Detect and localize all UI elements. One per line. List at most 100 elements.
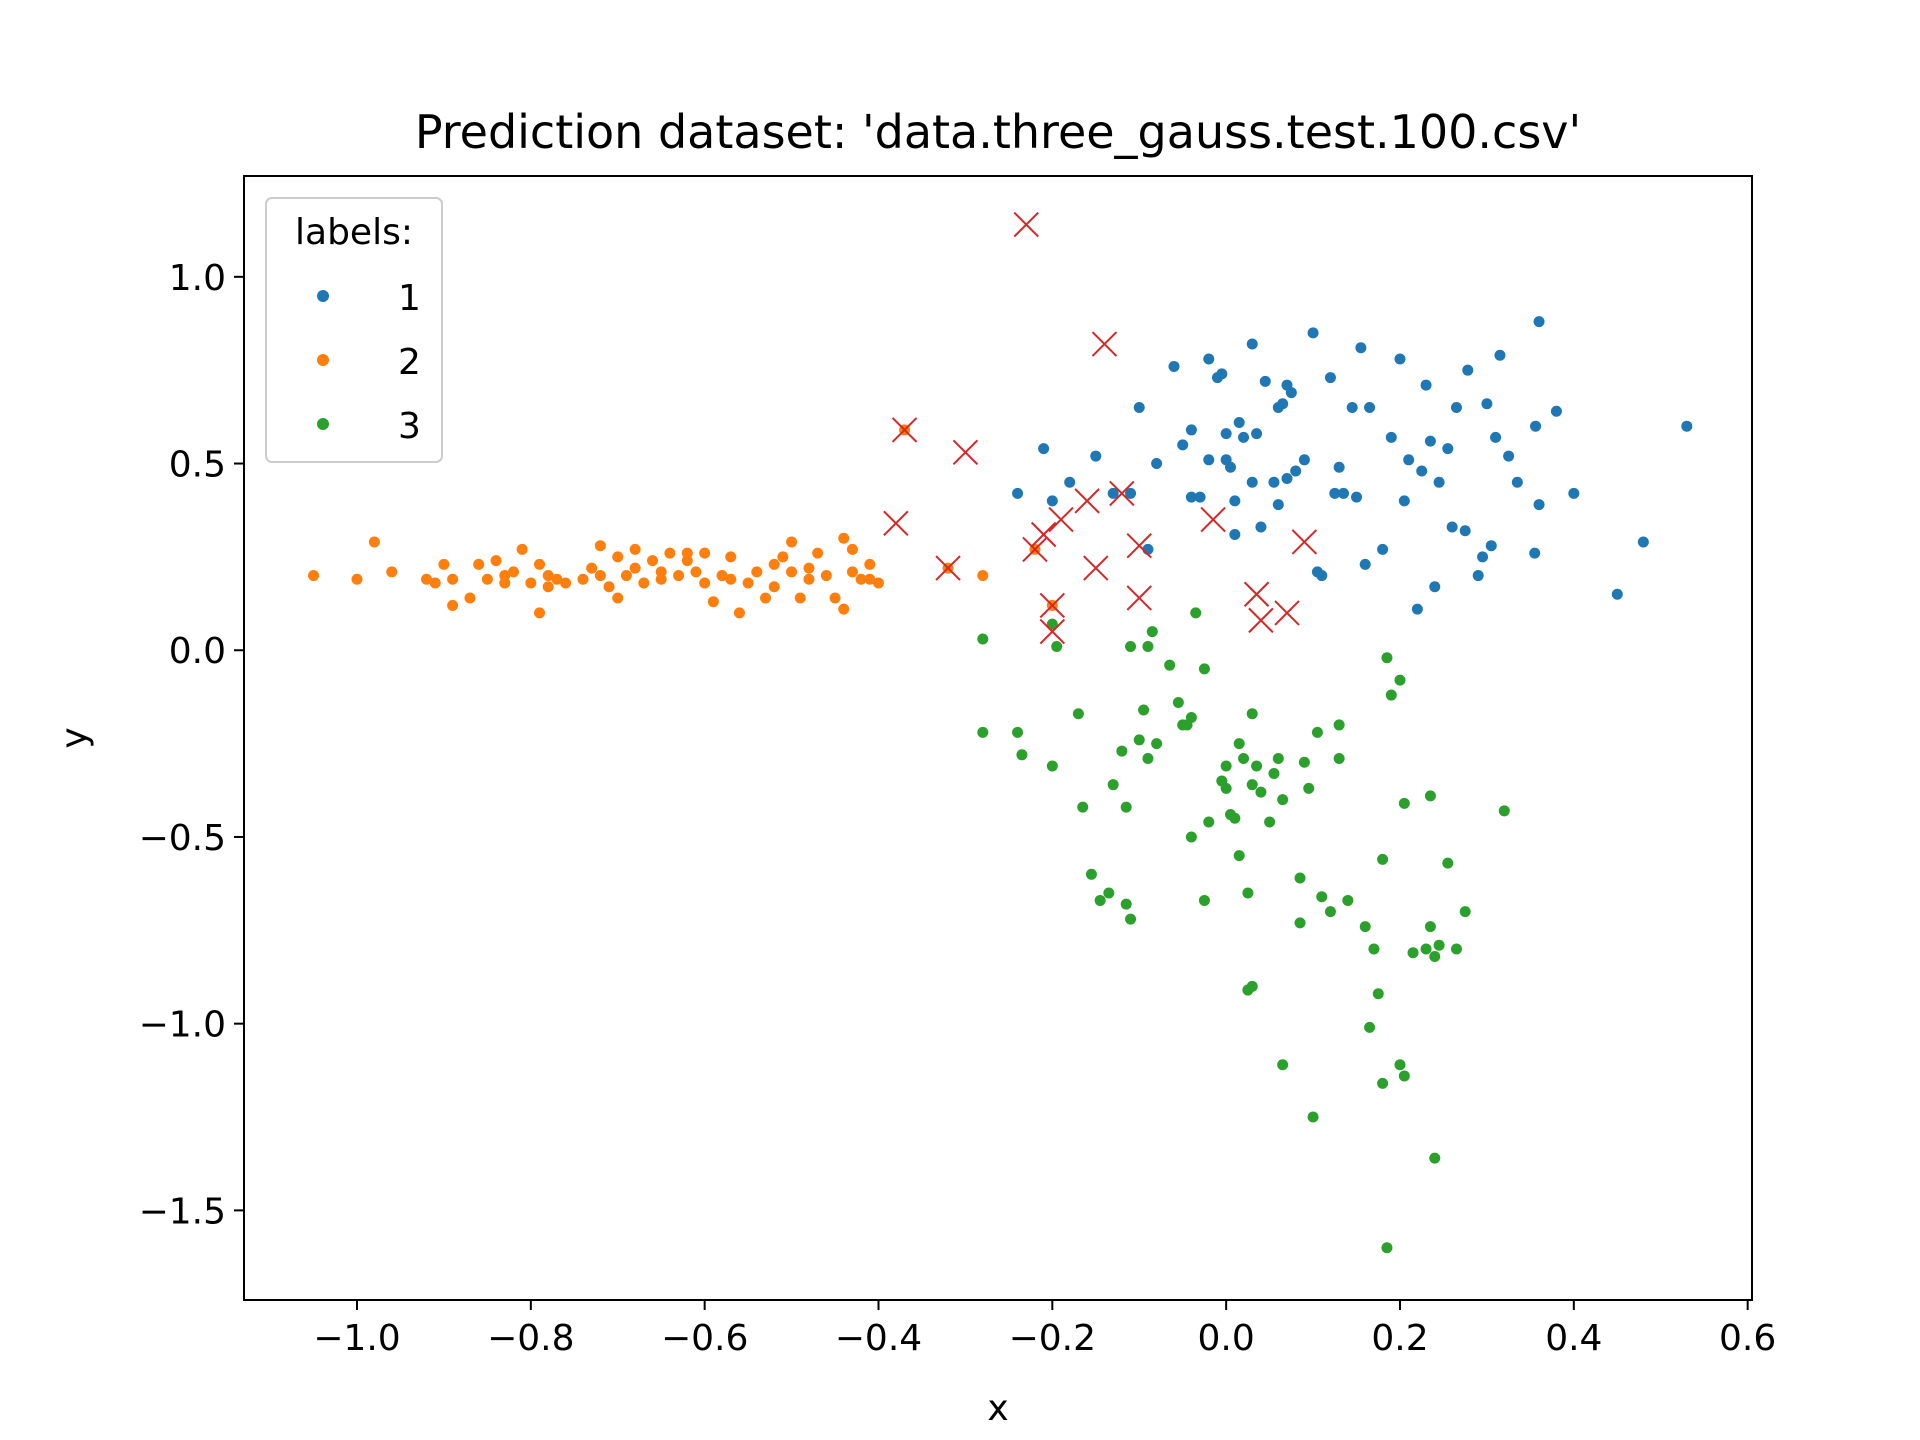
point-series-1-77 bbox=[1530, 420, 1542, 432]
point-series-1-70 bbox=[1481, 398, 1493, 410]
point-series-2-66 bbox=[977, 570, 989, 582]
chart-title: Prediction dataset: 'data.three_gauss.te… bbox=[415, 105, 1581, 159]
point-series-3-18 bbox=[1133, 734, 1145, 746]
y-tick-label-2: 0.0 bbox=[169, 631, 226, 672]
point-series-3-41 bbox=[1238, 753, 1250, 765]
point-series-2-73 bbox=[803, 562, 815, 574]
point-series-2-9 bbox=[464, 592, 476, 604]
point-series-2-28 bbox=[603, 581, 615, 593]
point-series-2-5 bbox=[429, 577, 441, 589]
misclassified-marker-11 bbox=[1083, 555, 1109, 581]
x-tick-label-1: −0.8 bbox=[487, 1318, 574, 1359]
point-series-3-4 bbox=[1046, 760, 1058, 772]
legend-label-3: 3 bbox=[398, 406, 421, 447]
point-series-2-17 bbox=[525, 577, 537, 589]
legend-title: labels: bbox=[295, 212, 413, 253]
point-series-1-18 bbox=[1216, 368, 1228, 380]
point-series-3-5 bbox=[1046, 618, 1058, 630]
point-series-3-69 bbox=[1377, 853, 1389, 865]
point-series-2-42 bbox=[699, 547, 711, 559]
point-series-3-59 bbox=[1311, 726, 1323, 738]
point-series-3-66 bbox=[1364, 1021, 1376, 1033]
point-series-2-38 bbox=[673, 570, 685, 582]
misclassified-marker-17 bbox=[1243, 581, 1270, 607]
point-series-3-24 bbox=[1164, 659, 1176, 671]
x-axis-label: x bbox=[987, 1388, 1008, 1429]
legend-marker-3 bbox=[317, 418, 329, 430]
point-series-3-3 bbox=[1016, 749, 1028, 761]
point-series-1-60 bbox=[1424, 435, 1436, 447]
point-series-3-16 bbox=[1125, 913, 1137, 925]
point-series-3-73 bbox=[1394, 1059, 1406, 1071]
point-series-2-2 bbox=[368, 536, 380, 548]
point-series-3-80 bbox=[1424, 790, 1436, 802]
misclassified-marker-6 bbox=[1022, 536, 1048, 563]
misclassified-marker-20 bbox=[1291, 529, 1318, 555]
point-series-3-83 bbox=[1433, 939, 1445, 951]
point-series-1-28 bbox=[1251, 428, 1263, 440]
point-series-1-43 bbox=[1324, 372, 1336, 384]
point-series-2-37 bbox=[664, 547, 676, 559]
point-series-1-69 bbox=[1477, 551, 1489, 563]
point-series-1-23 bbox=[1229, 495, 1241, 507]
point-series-1-39 bbox=[1298, 454, 1310, 466]
point-series-1-58 bbox=[1416, 465, 1428, 477]
point-series-1-42 bbox=[1316, 570, 1328, 582]
point-series-3-81 bbox=[1429, 950, 1441, 962]
point-series-1-9 bbox=[1151, 458, 1163, 470]
point-series-3-68 bbox=[1372, 988, 1384, 1000]
point-series-2-41 bbox=[699, 577, 711, 589]
point-series-3-86 bbox=[1459, 906, 1471, 918]
point-series-2-3 bbox=[386, 566, 398, 578]
y-axis-ticks: 1.0 0.5 0.0 −0.5 −1.0 −1.5 bbox=[139, 258, 244, 1232]
misclassified-marker-14 bbox=[1039, 592, 1066, 619]
point-series-1-67 bbox=[1462, 364, 1474, 376]
point-series-1-65 bbox=[1450, 402, 1462, 414]
legend-entries: 1 2 3 bbox=[317, 278, 421, 447]
point-series-3-56 bbox=[1298, 756, 1310, 768]
legend-box bbox=[265, 197, 443, 463]
point-series-2-8 bbox=[447, 573, 459, 585]
point-series-1-48 bbox=[1351, 491, 1363, 503]
point-series-3-17 bbox=[1125, 641, 1137, 653]
misclassified-marker-8 bbox=[1048, 506, 1074, 533]
point-series-3-82 bbox=[1429, 1152, 1441, 1164]
point-series-2-25 bbox=[586, 562, 598, 574]
point-series-1-36 bbox=[1281, 472, 1293, 484]
point-series-2-15 bbox=[507, 566, 519, 578]
point-series-1-31 bbox=[1268, 476, 1280, 488]
point-series-2-7 bbox=[447, 599, 459, 611]
point-series-2-29 bbox=[612, 551, 624, 563]
point-series-3-52 bbox=[1277, 794, 1289, 806]
point-series-3-10 bbox=[1094, 894, 1106, 906]
point-series-1-52 bbox=[1377, 543, 1389, 555]
point-series-3-77 bbox=[1407, 947, 1419, 959]
point-series-1-50 bbox=[1359, 558, 1371, 570]
legend-label-1: 1 bbox=[398, 278, 421, 319]
point-series-2-1 bbox=[351, 573, 363, 585]
x-tick-label-2: −0.6 bbox=[661, 1318, 748, 1359]
misclassified-marker-16 bbox=[1200, 506, 1226, 533]
point-series-3-54 bbox=[1294, 872, 1306, 884]
point-series-1-30 bbox=[1259, 375, 1271, 387]
point-series-2-46 bbox=[733, 607, 745, 619]
point-series-1-83 bbox=[1637, 536, 1649, 548]
point-series-2-12 bbox=[490, 555, 502, 567]
point-series-1-6 bbox=[1125, 487, 1137, 499]
point-series-2-63 bbox=[872, 577, 884, 589]
x-tick-label-6: 0.2 bbox=[1371, 1318, 1428, 1359]
point-series-1-68 bbox=[1472, 570, 1484, 582]
point-series-3-65 bbox=[1359, 921, 1371, 933]
point-series-2-19 bbox=[534, 607, 546, 619]
legend-marker-2 bbox=[317, 354, 329, 366]
point-series-1-44 bbox=[1329, 487, 1341, 499]
point-series-2-58 bbox=[829, 592, 841, 604]
y-tick-label-0: 1.0 bbox=[169, 258, 226, 299]
misclassified-marker-4 bbox=[883, 510, 909, 536]
point-series-2-10 bbox=[473, 558, 485, 570]
point-series-2-48 bbox=[751, 566, 763, 578]
point-series-1-2 bbox=[1046, 495, 1058, 507]
point-series-2-50 bbox=[768, 581, 780, 593]
point-series-1-14 bbox=[1194, 491, 1206, 503]
point-series-2-14 bbox=[499, 577, 511, 589]
